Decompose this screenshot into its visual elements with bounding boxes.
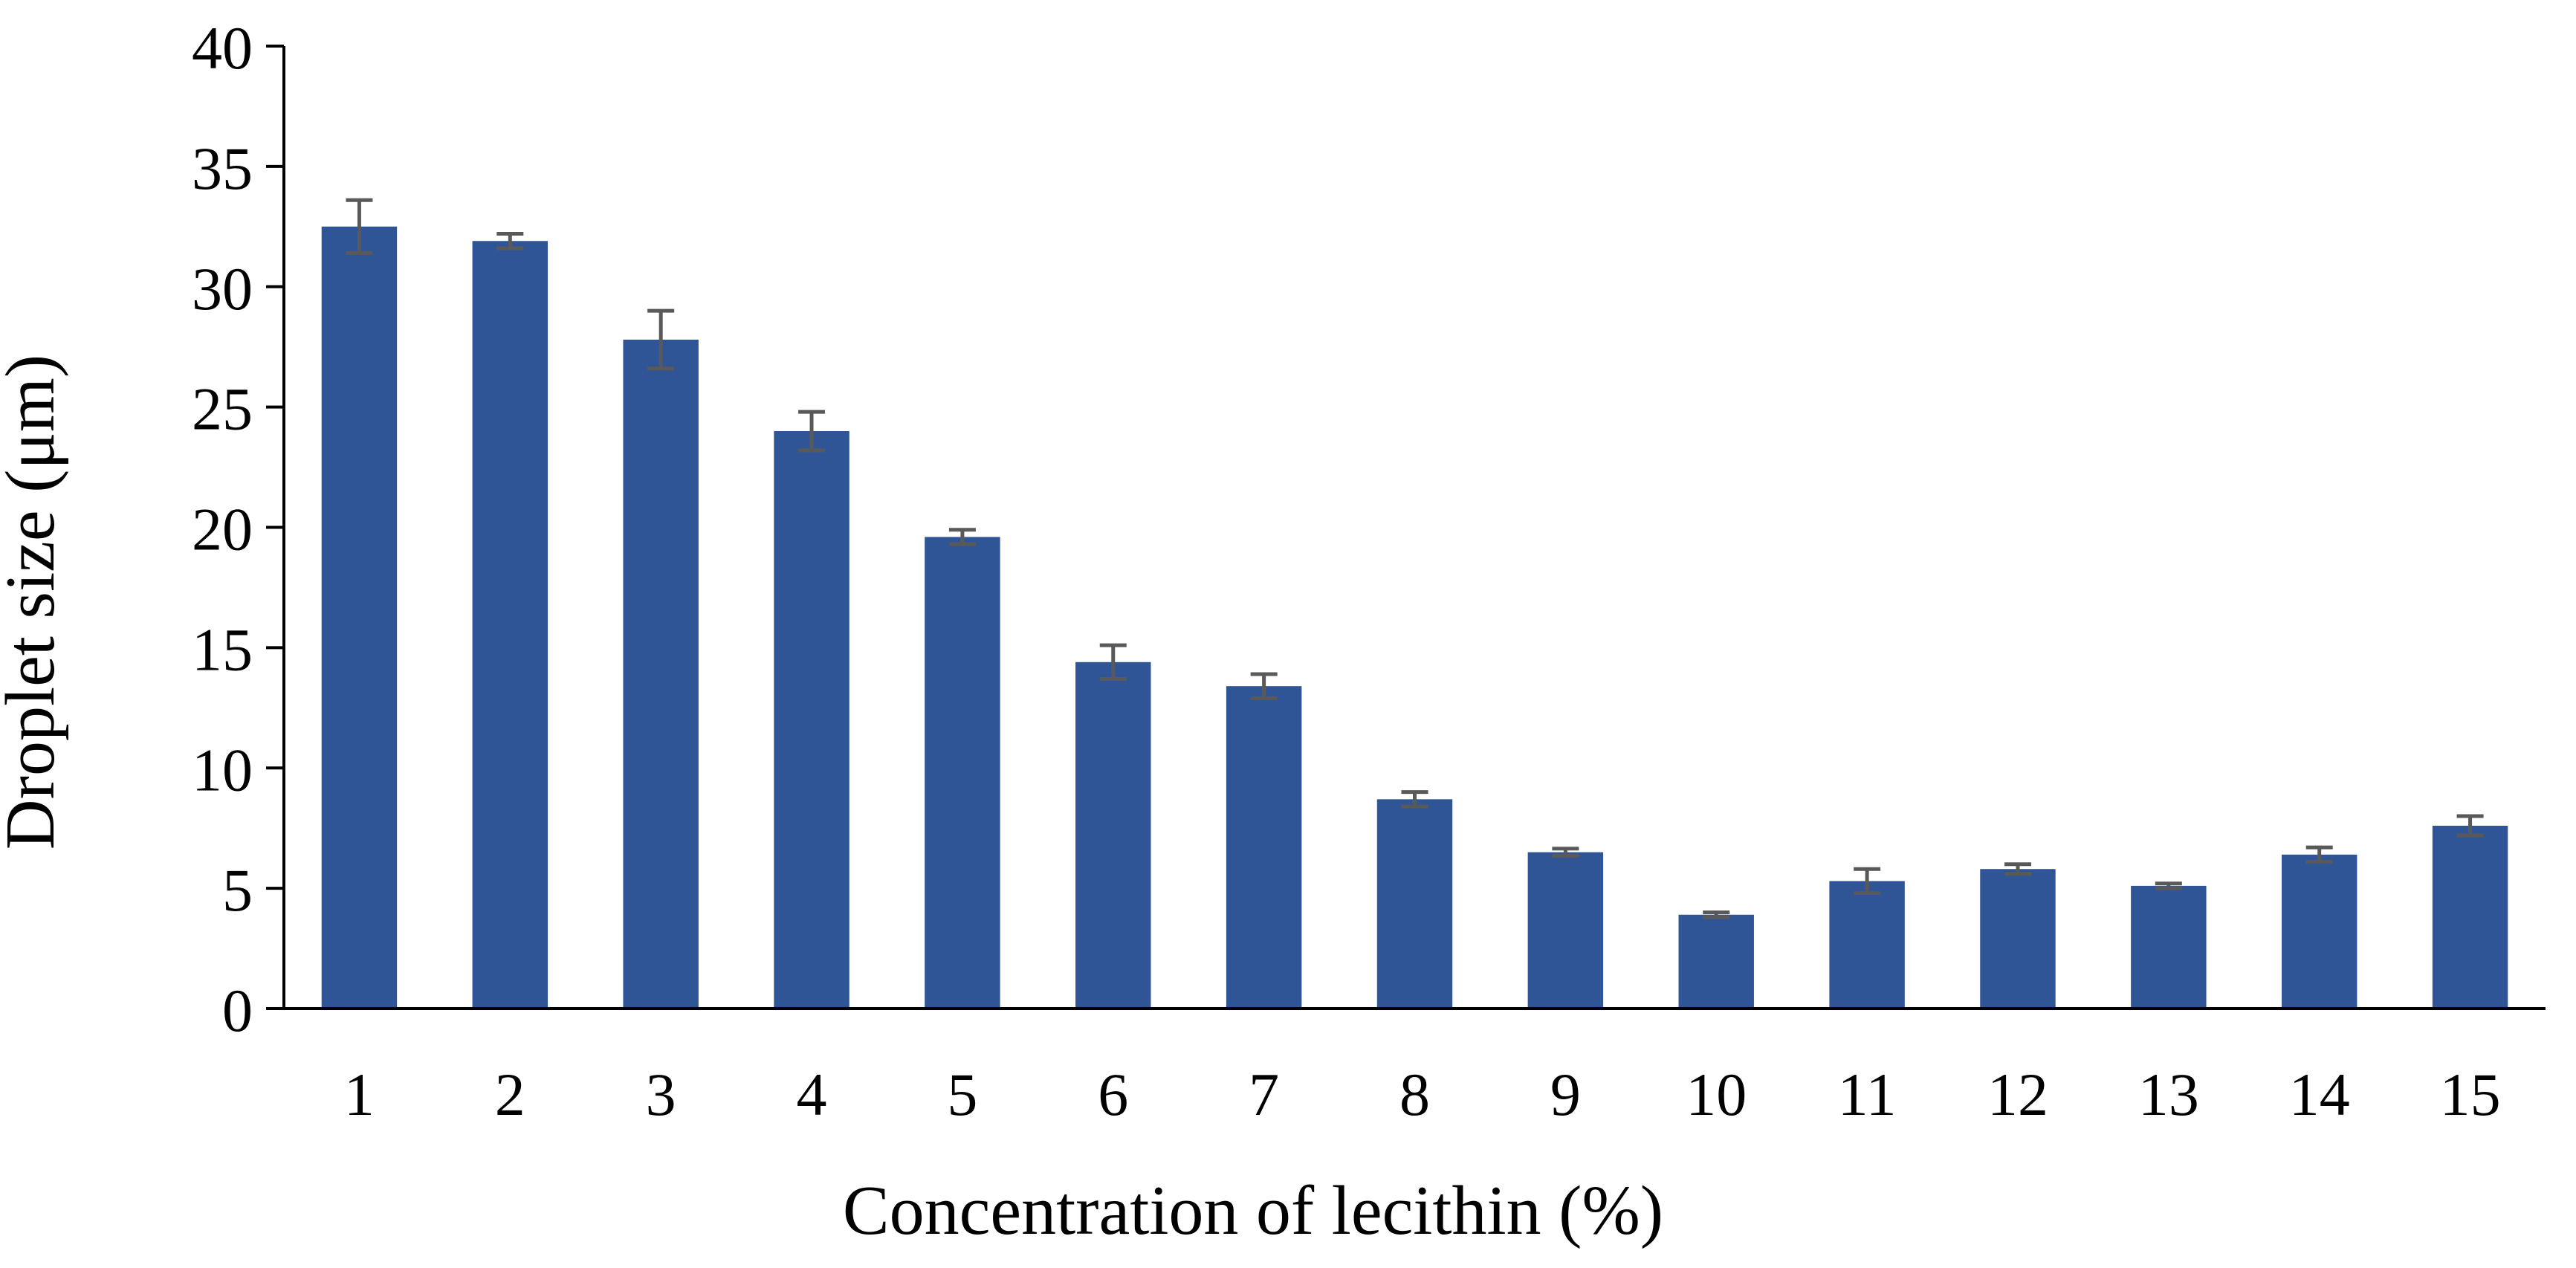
bar (2432, 825, 2508, 1009)
x-tick-label: 11 (1838, 1061, 1897, 1128)
y-tick-label: 25 (192, 375, 253, 443)
x-tick-label: 6 (1098, 1061, 1128, 1128)
y-tick-label: 10 (192, 736, 253, 803)
y-tick-label: 40 (192, 14, 253, 82)
bar (2131, 885, 2207, 1009)
x-tick-label: 3 (646, 1061, 676, 1128)
x-tick-label: 9 (1550, 1061, 1581, 1128)
y-axis-label: Droplet size (μm) (0, 355, 69, 850)
y-tick-label: 0 (222, 977, 253, 1044)
x-tick-label: 2 (495, 1061, 525, 1128)
y-tick-label: 35 (192, 135, 253, 202)
bar (1376, 799, 1453, 1009)
x-tick-label: 15 (2440, 1061, 2501, 1128)
x-tick-label: 12 (1987, 1061, 2048, 1128)
bar (1075, 662, 1151, 1009)
bar (925, 537, 1000, 1009)
bar (1527, 852, 1604, 1009)
x-tick-label: 1 (344, 1061, 375, 1128)
x-tick-label: 4 (797, 1061, 827, 1128)
y-tick-label: 5 (222, 856, 253, 924)
bar (1980, 869, 2056, 1009)
bar (623, 339, 699, 1009)
x-tick-label: 14 (2289, 1061, 2350, 1128)
bar (321, 226, 398, 1009)
x-axis-label: Concentration of lecithin (%) (843, 1172, 1663, 1249)
bar (774, 431, 850, 1009)
bar (472, 241, 548, 1009)
bar (1829, 881, 1905, 1009)
bar (2281, 854, 2357, 1009)
bar (1678, 914, 1754, 1009)
y-tick-label: 30 (192, 255, 253, 323)
x-tick-label: 10 (1686, 1061, 1747, 1128)
bar (1226, 686, 1302, 1009)
x-tick-label: 13 (2138, 1061, 2199, 1128)
x-tick-label: 8 (1399, 1061, 1430, 1128)
y-tick-label: 15 (192, 615, 253, 683)
x-tick-label: 7 (1249, 1061, 1279, 1128)
y-tick-label: 20 (192, 496, 253, 563)
x-tick-label: 5 (947, 1061, 977, 1128)
